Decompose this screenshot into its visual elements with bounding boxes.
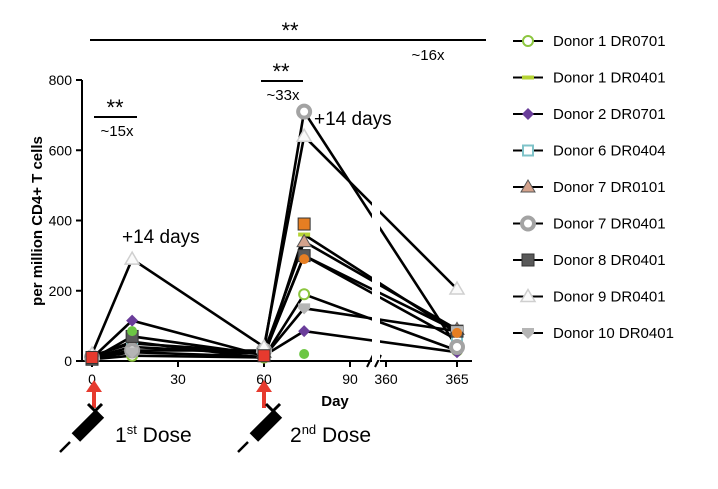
- data-point: [452, 327, 462, 338]
- legend-marker: [522, 108, 534, 120]
- legend-item: Donor 6 DR0404: [513, 143, 666, 160]
- dose2-text: Dose: [316, 424, 371, 447]
- legend-label: Donor 1 DR0701: [553, 33, 666, 50]
- x-tick-label: 365: [445, 371, 469, 387]
- data-point: [299, 348, 310, 359]
- y-tick-label: 600: [49, 142, 73, 158]
- legend-label: Donor 9 DR0401: [553, 289, 666, 306]
- axis-gap: [372, 150, 380, 360]
- legend-item: Donor 1 DR0701: [513, 33, 666, 50]
- axis-gap-mask: [372, 150, 380, 360]
- syringe-icon: [59, 402, 105, 453]
- x-tick-group: 0 30 60 90 360 365: [88, 361, 469, 387]
- data-point: [127, 326, 138, 337]
- significance-second: ** ~33x: [261, 59, 303, 104]
- data-point: [85, 350, 99, 364]
- legend-marker: [520, 215, 536, 232]
- legend-item: Donor 9 DR0401: [513, 288, 666, 306]
- dose1-label: 1st Dose: [115, 422, 192, 447]
- x-axis-label: Day: [321, 393, 349, 410]
- significance-first: ** ~15x: [94, 95, 137, 140]
- dose1-arrow: [86, 380, 102, 408]
- legend-item: Donor 7 DR0101: [513, 179, 666, 196]
- dose2-arrow: [256, 380, 272, 408]
- data-point: [126, 347, 139, 359]
- significance-first-stars: **: [106, 95, 124, 120]
- dose2-arrow-head: [256, 380, 272, 392]
- significance-second-stars: **: [272, 59, 290, 84]
- legend-marker: [519, 288, 537, 303]
- series-markers: [83, 103, 466, 366]
- data-point: [257, 349, 271, 363]
- y-tick-label: 0: [64, 353, 72, 369]
- data-point: [298, 288, 311, 301]
- legend-marker: [522, 35, 534, 47]
- y-axis-label: per million CD4+ T cells: [29, 136, 46, 306]
- annotation-plus14-second: +14 days: [314, 109, 392, 130]
- data-point: [299, 254, 310, 265]
- legend-label: Donor 7 DR0101: [553, 179, 666, 196]
- legend-label: Donor 1 DR0401: [553, 70, 666, 87]
- dose1-superscript: st: [127, 422, 138, 437]
- dose2-number: 2: [290, 424, 302, 447]
- significance-top: ** ~16x: [90, 18, 486, 64]
- dose1-arrow-head: [86, 380, 102, 392]
- fold-change-second: ~33x: [267, 87, 300, 104]
- legend-label: Donor 6 DR0404: [553, 143, 666, 160]
- legend-marker: [522, 328, 534, 339]
- fold-change-first: ~15x: [101, 123, 134, 140]
- dose2-superscript: nd: [302, 422, 316, 437]
- dose1-number: 1: [115, 424, 127, 447]
- legend-label: Donor 7 DR0401: [553, 216, 666, 233]
- legend-marker: [520, 179, 536, 193]
- legend-item: Donor 10 DR0401: [513, 325, 674, 342]
- legend-marker: [521, 253, 535, 267]
- legend: Donor 1 DR0701 Donor 1 DR0401 Donor 2 DR07…: [513, 33, 674, 342]
- fold-change-top: ~16x: [412, 47, 445, 64]
- y-tick-label: 800: [49, 72, 73, 88]
- legend-label: Donor 8 DR0401: [553, 252, 666, 269]
- legend-item: Donor 7 DR0401: [513, 215, 666, 233]
- data-point: [297, 217, 311, 231]
- data-point: [449, 338, 465, 355]
- annotation-plus14-first: +14 days: [122, 227, 200, 248]
- legend-marker: [522, 144, 534, 157]
- data-point: [448, 280, 466, 295]
- legend-item: Donor 1 DR0401: [513, 70, 666, 87]
- data-point: [296, 103, 313, 120]
- dose2-label: 2nd Dose: [290, 422, 371, 447]
- significance-top-stars: **: [281, 18, 299, 43]
- x-tick-label: 60: [256, 371, 272, 387]
- legend-marker: [522, 75, 534, 80]
- data-point: [296, 233, 313, 248]
- x-tick-label: 0: [88, 371, 96, 387]
- dose1-text: Dose: [137, 424, 192, 447]
- legend-label: Donor 2 DR0701: [553, 106, 666, 123]
- legend-item: Donor 2 DR0701: [513, 106, 666, 123]
- data-point: [126, 314, 139, 327]
- x-tick-label: 30: [170, 371, 186, 387]
- y-tick-label: 200: [49, 283, 73, 299]
- legend-item: Donor 8 DR0401: [513, 252, 666, 269]
- syringe-icon: [237, 402, 283, 453]
- data-point: [298, 325, 311, 338]
- data-point: [295, 127, 313, 142]
- legend-label: Donor 10 DR0401: [553, 325, 674, 342]
- y-tick-label: 400: [49, 213, 73, 229]
- x-tick-label: 90: [342, 371, 358, 387]
- data-point: [298, 303, 311, 315]
- y-tick-group: 0 200 400 600 800: [49, 72, 82, 369]
- data-point: [123, 250, 141, 265]
- x-tick-label: 360: [374, 371, 398, 387]
